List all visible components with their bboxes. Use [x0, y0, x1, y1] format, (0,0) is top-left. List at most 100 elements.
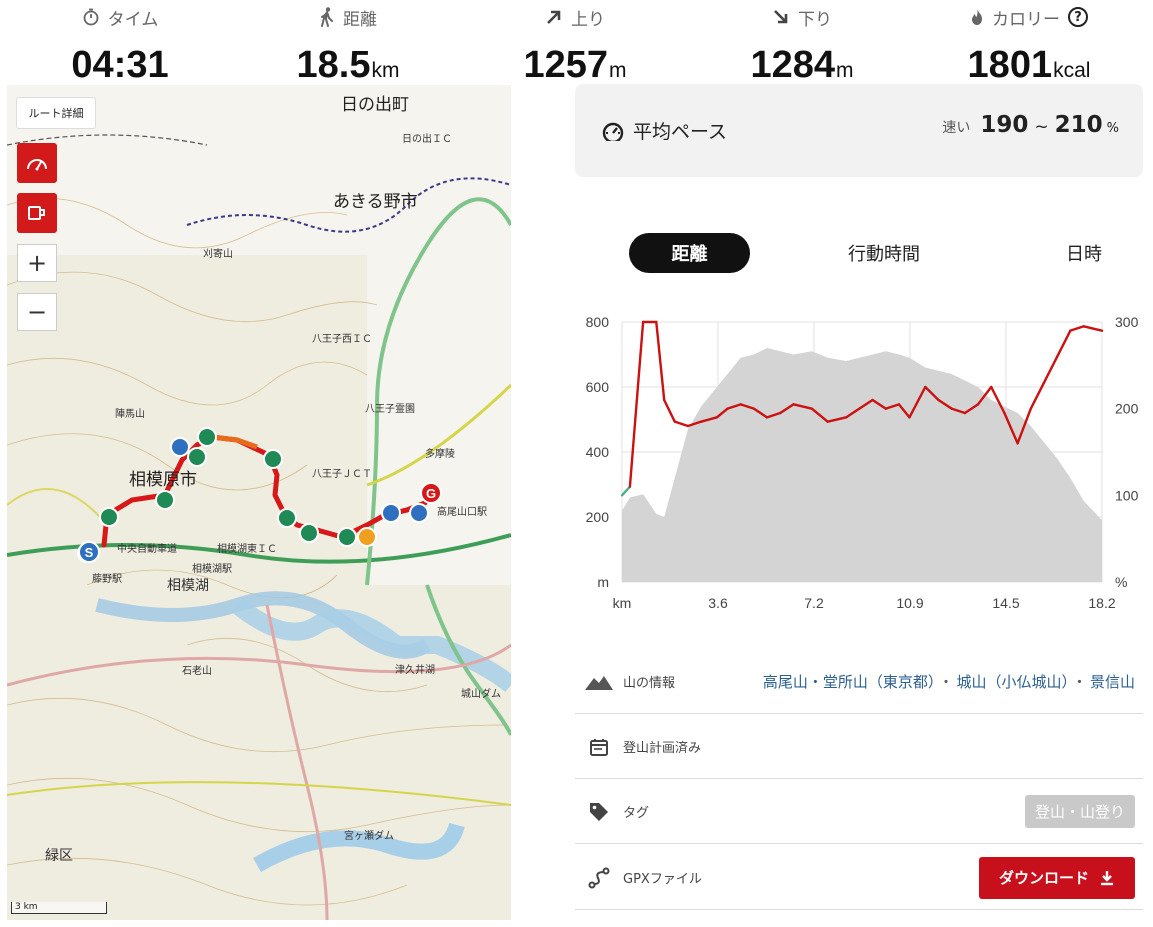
- x-tick-label: km: [613, 595, 632, 611]
- average-pace-card: 平均ペース 速い 190 ~ 210 %: [575, 84, 1143, 177]
- stat-value: 1801: [967, 44, 1053, 86]
- pace-line-segment: [628, 320, 645, 488]
- pace-line-segment: [655, 320, 666, 402]
- route-details-button[interactable]: ルート詳細: [16, 97, 96, 129]
- mountain-links: 高尾山・堂所山（東京都）・城山（小仏城山）・景信山: [762, 673, 1135, 691]
- pace-line-segment: [739, 403, 756, 410]
- map-label: 八王子西ＩＣ: [312, 334, 372, 345]
- pace-line-segment: [963, 403, 980, 415]
- tag-row: タグ 登山・山登り: [575, 780, 1143, 844]
- map-label: 陣馬山: [115, 409, 145, 420]
- map-label: 多摩陵: [425, 449, 455, 460]
- tag-pill[interactable]: 登山・山登り: [1024, 795, 1135, 828]
- y-tick-label-right: 100: [1115, 487, 1139, 503]
- map-scale: 3 km: [11, 902, 107, 914]
- map-label: 高尾山口駅: [437, 507, 487, 518]
- pace-line-segment: [924, 385, 940, 402]
- tab-activity-time[interactable]: 行動時間: [848, 244, 920, 265]
- tag-icon: [590, 802, 608, 821]
- pace-speed-word: 速い: [942, 120, 971, 136]
- stat-distance: 距離 18.5km: [233, 0, 463, 84]
- walker-icon: [321, 7, 333, 27]
- map-label: 宮ヶ瀬ダム: [344, 831, 394, 842]
- pace-line-segment: [897, 403, 911, 419]
- pace-line-segment: [752, 407, 769, 419]
- pace-line-segment: [779, 403, 795, 415]
- mountain-info-row: 山の情報 高尾山・堂所山（東京都）・城山（小仏城山）・景信山: [575, 650, 1143, 714]
- stat-label: タイム: [107, 9, 159, 30]
- stat-value: 18.5: [296, 44, 371, 86]
- pace-line-segment: [826, 416, 848, 423]
- map-label: 藤野駅: [92, 574, 122, 585]
- map-label: 石老山: [182, 666, 212, 677]
- mountain-link[interactable]: 高尾山・堂所山（東京都）: [762, 673, 936, 691]
- tab-date-time[interactable]: 日時: [1066, 244, 1102, 265]
- pace-line-segment: [699, 416, 719, 423]
- elevation-chart-svg: 800 600 400 200 m 300 200 100% km 3.6 7.2 10.9 14.5 1…: [586, 314, 1139, 611]
- pace-line-segment: [871, 398, 887, 410]
- pace-line-segment: [884, 403, 901, 410]
- pace-line-segment: [858, 398, 874, 410]
- x-tick-label: 3.6: [708, 595, 728, 611]
- pace-line-segment: [662, 398, 676, 423]
- pace-line-segment: [620, 485, 632, 497]
- map-label: 相模湖: [167, 578, 209, 594]
- download-icon: [1101, 870, 1113, 885]
- y-tick-label-left: 200: [586, 509, 610, 525]
- pace-line-segment: [1016, 407, 1032, 445]
- tab-distance[interactable]: 距離: [629, 233, 750, 273]
- plan-label[interactable]: 登山計画済み: [623, 741, 702, 756]
- stat-value: 04:31: [71, 44, 169, 86]
- tag-label: タグ: [623, 806, 650, 821]
- help-icon[interactable]: ?: [1068, 7, 1088, 27]
- map-label: 日の出町: [341, 95, 409, 115]
- pace-line-segment: [937, 398, 953, 410]
- stat-value: 1284: [750, 44, 836, 86]
- y-tick-label-right: 300: [1115, 314, 1139, 330]
- x-tick-label: 18.2: [1088, 595, 1115, 611]
- stat-value: 1257: [523, 44, 609, 86]
- map-label: 相模原市: [129, 470, 197, 490]
- pace-low: 190: [980, 112, 1029, 138]
- pace-line-segment: [976, 385, 993, 406]
- stat-calories: カロリー ? 1801kcal: [914, 0, 1144, 84]
- mountain-link[interactable]: 景信山: [1089, 673, 1135, 691]
- pace-line-segment: [1082, 325, 1104, 332]
- download-button[interactable]: ダウンロード: [979, 856, 1135, 899]
- stopwatch-icon: [83, 8, 99, 26]
- zoom-in-button[interactable]: +: [17, 244, 57, 282]
- map-label: 相模湖東ＩＣ: [217, 544, 277, 555]
- map-label: 城山ダム: [461, 689, 501, 700]
- mountain-link[interactable]: 城山（小仏城山）: [956, 673, 1069, 691]
- elevation-chart: 800 600 400 200 m 300 200 100% km 3.6 7.2 10.9 14.5 1…: [575, 305, 1150, 620]
- pace-line-segment: [792, 403, 814, 410]
- y-tick-label-left: 800: [586, 314, 610, 330]
- elevation-area: [622, 348, 1102, 582]
- zoom-out-button[interactable]: −: [17, 293, 57, 331]
- svg-text:S: S: [85, 545, 94, 560]
- x-tick-label: 7.2: [804, 595, 824, 611]
- pace-unit: %: [1106, 121, 1119, 136]
- gpx-row: GPXファイル ダウンロード: [575, 846, 1143, 910]
- pace-line-segment: [990, 385, 1006, 415]
- x-tick-label: 10.9: [896, 595, 923, 611]
- stat-time: タイム 04:31: [5, 0, 235, 84]
- route-map[interactable]: S G 日の出町 あきる野市 日の出ＩＣ 相模原市 八王子西ＩＣ 八王子ＪＣＴ …: [7, 85, 511, 920]
- pace-line-segment: [1029, 381, 1046, 410]
- rest-layer-button[interactable]: [17, 193, 57, 233]
- download-label: ダウンロード: [998, 869, 1089, 887]
- map-label: 刈寄山: [203, 249, 233, 260]
- stat-unit: km: [371, 59, 400, 82]
- pace-layer-button[interactable]: [17, 143, 57, 183]
- cup-icon: [28, 206, 45, 220]
- y-tick-label-left: 600: [586, 379, 610, 395]
- map-label: 津久井湖: [395, 665, 435, 676]
- speedometer-icon: [27, 159, 47, 171]
- stat-label: 下り: [798, 9, 832, 30]
- pace-line-segment: [1055, 329, 1072, 358]
- pace-line-segment: [950, 407, 967, 415]
- stat-unit: m: [836, 59, 854, 82]
- stat-label: カロリー: [992, 9, 1060, 30]
- mountain-icon: [585, 675, 613, 690]
- flame-icon: [972, 9, 982, 25]
